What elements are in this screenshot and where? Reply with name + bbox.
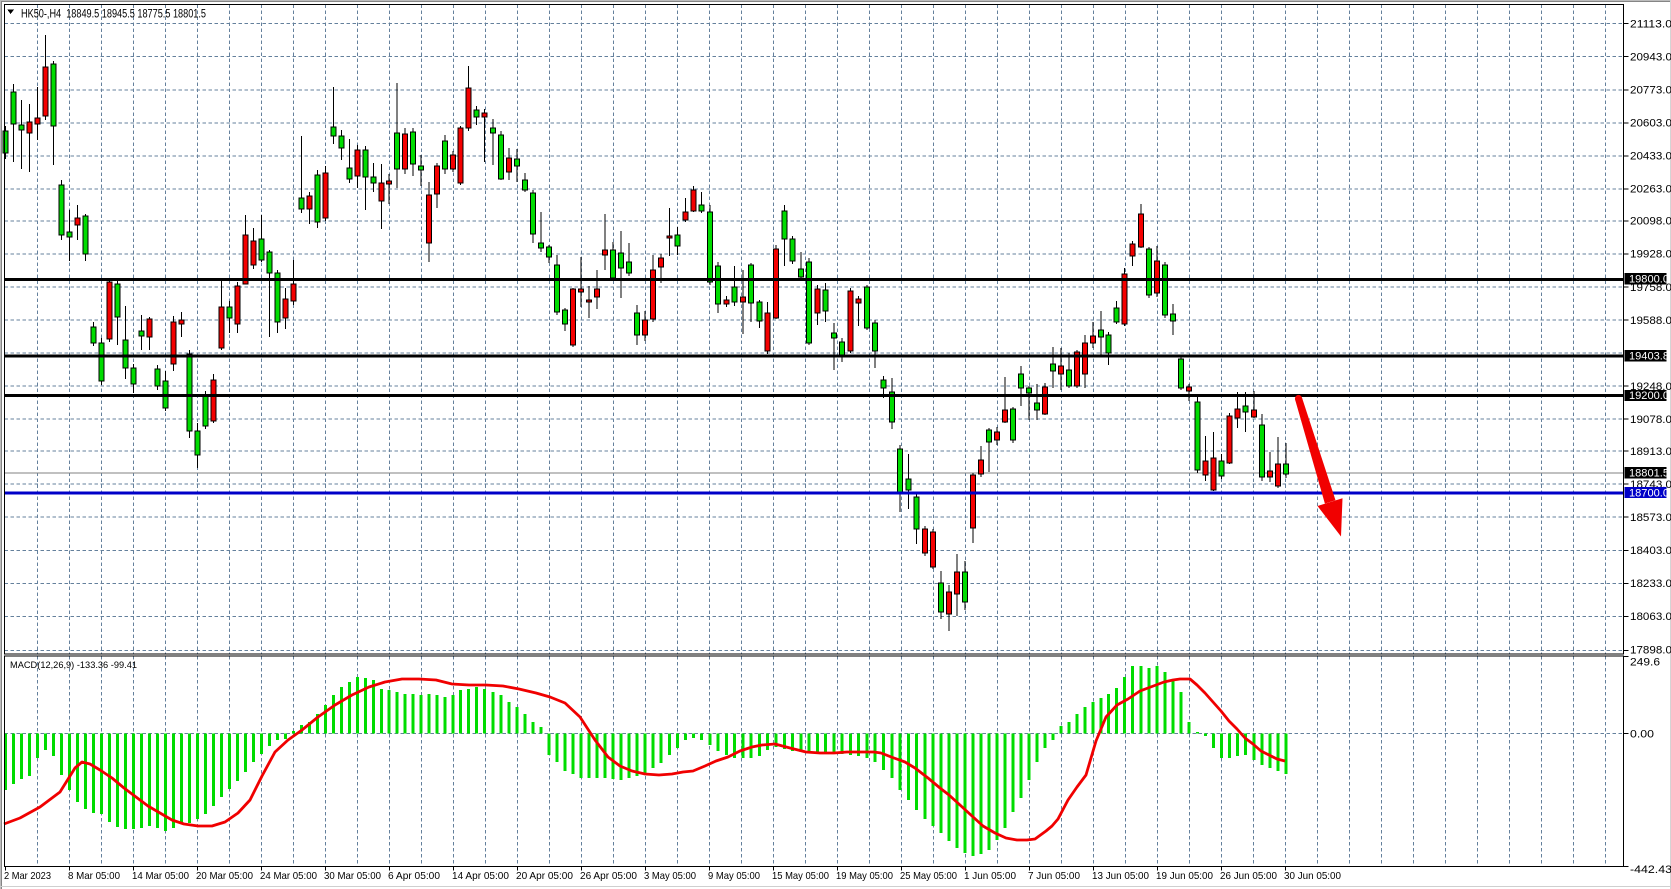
svg-text:3 May 05:00: 3 May 05:00: [644, 870, 696, 882]
svg-text:20603.0: 20603.0: [1630, 118, 1671, 130]
svg-text:25 May 05:00: 25 May 05:00: [900, 870, 957, 882]
svg-text:24 Mar 05:00: 24 Mar 05:00: [260, 870, 317, 882]
svg-text:18403.0: 18403.0: [1630, 545, 1671, 557]
svg-text:MACD(12,26,9) -133.36 -99.41: MACD(12,26,9) -133.36 -99.41: [10, 660, 137, 671]
svg-text:19928.0: 19928.0: [1630, 249, 1671, 261]
svg-text:20943.0: 20943.0: [1630, 52, 1671, 64]
svg-text:8 Mar 05:00: 8 Mar 05:00: [68, 870, 120, 882]
svg-text:6 Apr 05:00: 6 Apr 05:00: [388, 870, 440, 882]
svg-text:26 Jun 05:00: 26 Jun 05:00: [1220, 870, 1277, 882]
svg-text:18063.0: 18063.0: [1630, 611, 1671, 623]
svg-text:17898.0: 17898.0: [1630, 644, 1671, 656]
svg-text:13 Jun 05:00: 13 Jun 05:00: [1092, 870, 1149, 882]
svg-text:30 Jun 05:00: 30 Jun 05:00: [1284, 870, 1341, 882]
svg-text:18573.0: 18573.0: [1630, 512, 1671, 524]
svg-text:19 May 05:00: 19 May 05:00: [836, 870, 893, 882]
svg-text:18801.5: 18801.5: [1629, 468, 1669, 480]
svg-text:0.00: 0.00: [1630, 728, 1654, 740]
svg-text:9 May 05:00: 9 May 05:00: [708, 870, 760, 882]
svg-text:20 Apr 05:00: 20 Apr 05:00: [516, 870, 573, 882]
svg-text:1 Jun 05:00: 1 Jun 05:00: [964, 870, 1016, 882]
svg-text:18233.0: 18233.0: [1630, 578, 1671, 590]
svg-text:21113.0: 21113.0: [1630, 19, 1671, 31]
svg-text:19200.0: 19200.0: [1629, 390, 1669, 402]
svg-text:HK50-,H4 18849.5 18945.5 1877: HK50-,H4 18849.5 18945.5 18775.5 18801.5: [21, 8, 206, 20]
svg-text:19758.0: 19758.0: [1630, 282, 1671, 294]
svg-text:19403.8: 19403.8: [1629, 351, 1669, 363]
svg-text:20098.0: 20098.0: [1630, 216, 1671, 228]
svg-text:20 Mar 05:00: 20 Mar 05:00: [196, 870, 253, 882]
svg-text:30 Mar 05:00: 30 Mar 05:00: [324, 870, 381, 882]
svg-text:18700.0: 18700.0: [1629, 487, 1669, 499]
svg-text:19800.0: 19800.0: [1629, 274, 1669, 286]
svg-text:2 Mar 2023: 2 Mar 2023: [4, 870, 51, 882]
svg-text:-442.43: -442.43: [1630, 864, 1671, 876]
svg-text:19588.0: 19588.0: [1630, 315, 1671, 327]
svg-text:20773.0: 20773.0: [1630, 85, 1671, 97]
svg-text:249.6: 249.6: [1630, 657, 1660, 669]
svg-text:19 Jun 05:00: 19 Jun 05:00: [1156, 870, 1213, 882]
svg-text:20433.0: 20433.0: [1630, 151, 1671, 163]
svg-text:19078.0: 19078.0: [1630, 414, 1671, 426]
svg-text:15 May 05:00: 15 May 05:00: [772, 870, 829, 882]
svg-text:20263.0: 20263.0: [1630, 184, 1671, 196]
svg-text:14 Mar 05:00: 14 Mar 05:00: [132, 870, 189, 882]
svg-text:7 Jun 05:00: 7 Jun 05:00: [1028, 870, 1080, 882]
svg-text:14 Apr 05:00: 14 Apr 05:00: [452, 870, 509, 882]
svg-text:18913.0: 18913.0: [1630, 446, 1671, 458]
svg-text:26 Apr 05:00: 26 Apr 05:00: [580, 870, 637, 882]
